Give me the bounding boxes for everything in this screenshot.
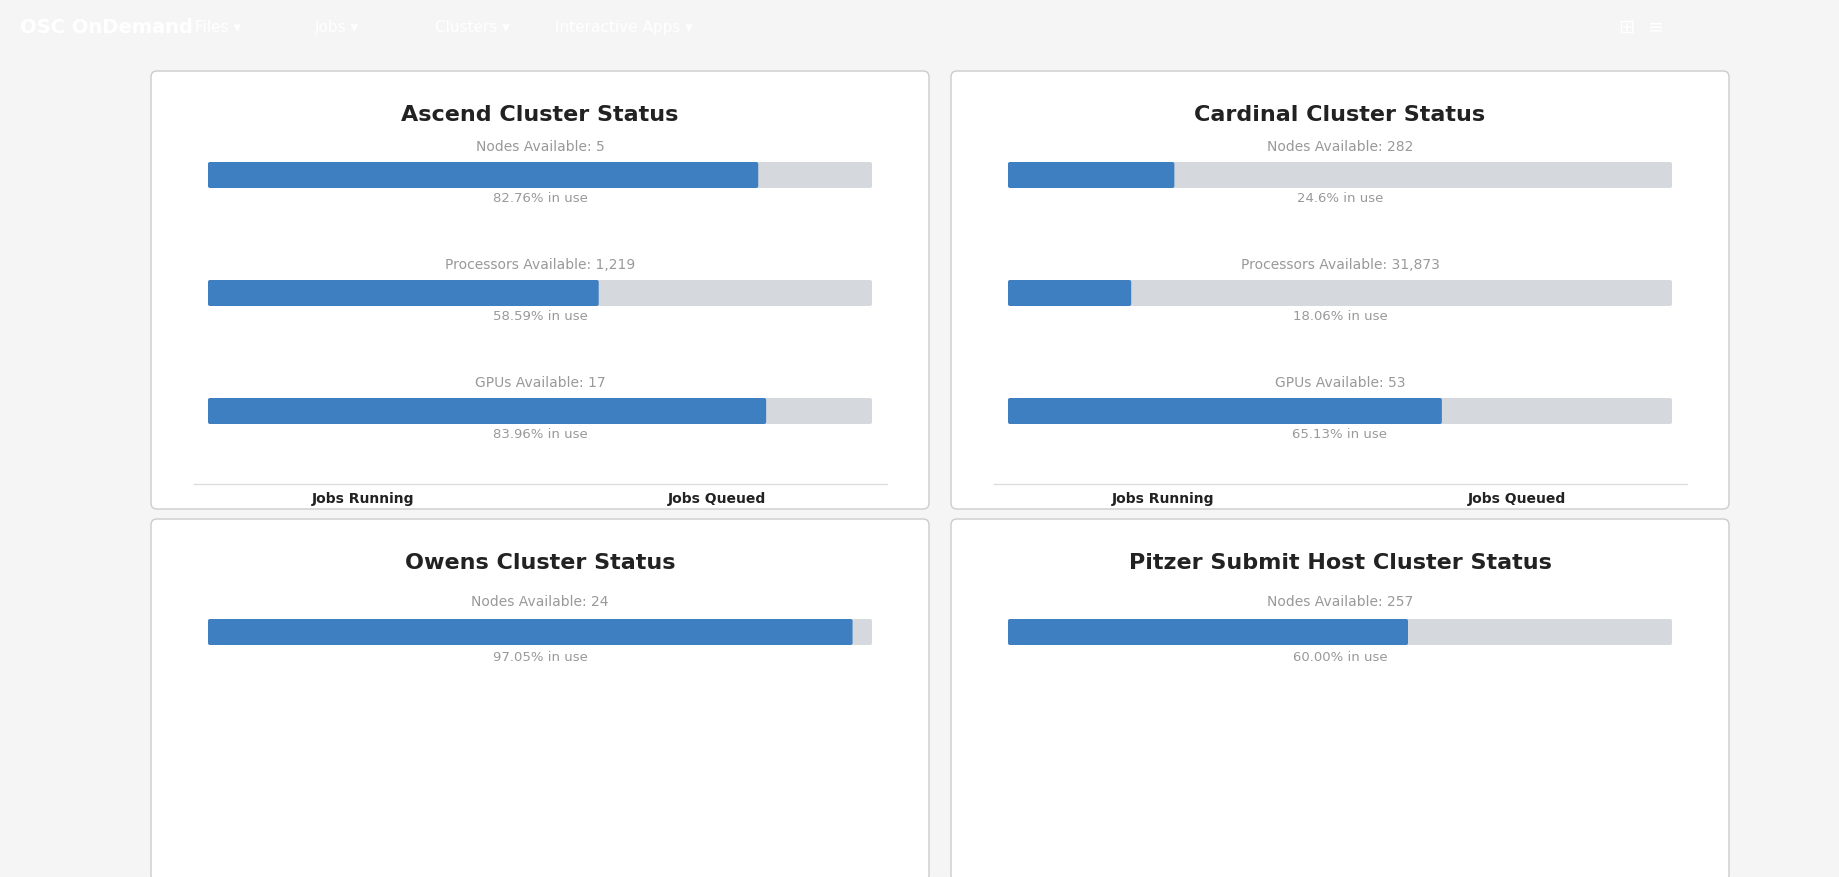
FancyBboxPatch shape [208,280,872,306]
Text: 84: 84 [706,529,728,547]
Text: 24.6% in use: 24.6% in use [1296,192,1383,205]
Text: 82.76% in use: 82.76% in use [493,192,587,205]
Text: Owens Cluster Status: Owens Cluster Status [405,553,675,573]
FancyBboxPatch shape [208,280,600,306]
Text: GPUs Available: 53: GPUs Available: 53 [1274,376,1405,390]
Text: GPUs Available: 17: GPUs Available: 17 [474,376,605,390]
Text: 18.06% in use: 18.06% in use [1293,310,1387,323]
FancyBboxPatch shape [951,71,1729,509]
Text: Processors Available: 1,219: Processors Available: 1,219 [445,258,634,272]
Text: 78: 78 [351,529,375,547]
FancyBboxPatch shape [1008,280,1672,306]
Text: Jobs Running: Jobs Running [311,492,414,506]
Text: Ascend Cluster Status: Ascend Cluster Status [401,105,679,125]
Text: Nodes Available: 257: Nodes Available: 257 [1267,595,1412,609]
Text: Jobs Queued: Jobs Queued [668,492,767,506]
Text: 127: 127 [1146,529,1181,547]
Text: 60.00% in use: 60.00% in use [1293,651,1387,664]
Text: Jobs ▾: Jobs ▾ [314,20,359,35]
FancyBboxPatch shape [151,519,929,877]
Text: Nodes Available: 5: Nodes Available: 5 [476,140,605,154]
FancyBboxPatch shape [208,398,872,424]
Text: Clusters ▾: Clusters ▾ [436,20,509,35]
Text: 65.13% in use: 65.13% in use [1293,428,1387,441]
Text: Files ▾: Files ▾ [195,20,241,35]
FancyBboxPatch shape [208,398,767,424]
FancyBboxPatch shape [208,162,758,188]
Text: Nodes Available: 24: Nodes Available: 24 [471,595,609,609]
FancyBboxPatch shape [951,519,1729,877]
FancyBboxPatch shape [1008,398,1442,424]
FancyBboxPatch shape [151,71,929,509]
FancyBboxPatch shape [208,619,853,645]
Text: Pitzer Submit Host Cluster Status: Pitzer Submit Host Cluster Status [1129,553,1552,573]
FancyBboxPatch shape [1008,280,1131,306]
Text: Cardinal Cluster Status: Cardinal Cluster Status [1195,105,1486,125]
Text: 1052: 1052 [1495,529,1539,547]
Text: 97.05% in use: 97.05% in use [493,651,587,664]
Text: Processors Available: 31,873: Processors Available: 31,873 [1241,258,1440,272]
FancyBboxPatch shape [208,619,872,645]
FancyBboxPatch shape [208,162,872,188]
FancyBboxPatch shape [1008,162,1175,188]
Text: 83.96% in use: 83.96% in use [493,428,587,441]
Text: Jobs Running: Jobs Running [1111,492,1214,506]
Text: Nodes Available: 282: Nodes Available: 282 [1267,140,1412,154]
FancyBboxPatch shape [1008,398,1672,424]
Text: OSC OnDemand: OSC OnDemand [20,18,193,37]
FancyBboxPatch shape [1008,162,1672,188]
Text: ⊞  ≡: ⊞ ≡ [1618,18,1664,37]
Text: Interactive Apps ▾: Interactive Apps ▾ [555,20,693,35]
Text: Jobs Queued: Jobs Queued [1468,492,1567,506]
Text: 58.59% in use: 58.59% in use [493,310,587,323]
FancyBboxPatch shape [1008,619,1672,645]
FancyBboxPatch shape [1008,619,1409,645]
